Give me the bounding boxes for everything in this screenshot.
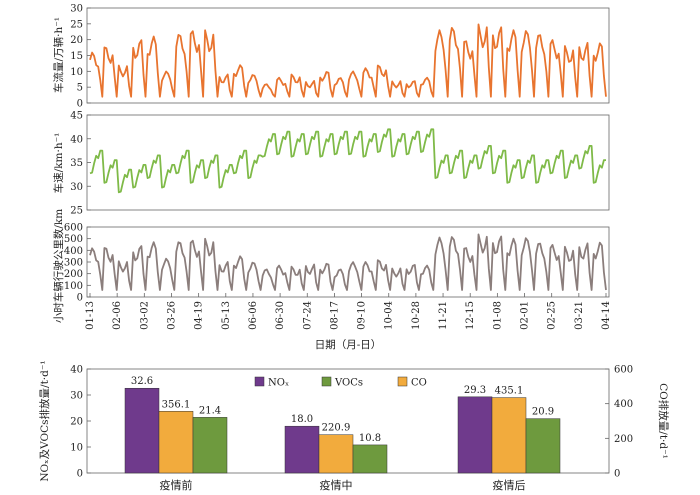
ytick-label: 30 bbox=[70, 4, 83, 15]
xtick-label: 11-21 bbox=[438, 301, 449, 330]
ytick-label: 200 bbox=[64, 269, 83, 280]
bar-vocs bbox=[525, 418, 561, 474]
bar-value-label: 29.3 bbox=[464, 385, 486, 396]
right-ytick-label: 200 bbox=[614, 434, 633, 445]
ytick-label: 5 bbox=[77, 83, 83, 94]
date-axis-title: 日期（月-日） bbox=[315, 339, 382, 351]
legend-label: CO bbox=[411, 378, 427, 389]
xtick-label: 02-06 bbox=[112, 301, 123, 330]
bar-value-label: 220.9 bbox=[322, 423, 351, 434]
bar-co bbox=[158, 411, 194, 474]
bar-chart-left-ylabel: NOₓ及VOCs排放量/t·d⁻¹ bbox=[38, 360, 51, 481]
bar-vocs bbox=[192, 417, 228, 474]
xtick-label: 06-30 bbox=[275, 301, 286, 330]
xtick-label: 05-13 bbox=[221, 301, 232, 330]
legend-label: NOₓ bbox=[268, 378, 289, 389]
speed-line bbox=[89, 128, 606, 194]
panel-traffic-volume: 0 5 10 15 20 25 30 车流量/万辆·h⁻¹ bbox=[52, 4, 610, 110]
speed-ylabel: 车速/km·h⁻¹ bbox=[52, 133, 65, 194]
bar-chart-bars: 32.6 356.1 21.4 18.0 220.9 10.8 29.3 435.1 20.9 bbox=[124, 376, 561, 474]
xtick-label: 04-14 bbox=[601, 301, 612, 330]
date-axis: 01-13 02-06 03-02 03-26 04-19 05-13 06-06 06-30… bbox=[85, 293, 612, 330]
category-label: 疫情后 bbox=[493, 478, 526, 492]
ytick-label: 45 bbox=[70, 111, 83, 122]
bar-value-label: 21.4 bbox=[199, 405, 221, 416]
xtick-label: 06-06 bbox=[248, 301, 259, 330]
ytick-label: 400 bbox=[64, 246, 83, 257]
left-ytick-label: 10 bbox=[70, 443, 83, 454]
ytick-label: 30 bbox=[70, 182, 83, 193]
category-label: 疫情中 bbox=[320, 478, 353, 492]
xtick-label: 03-02 bbox=[139, 301, 150, 330]
bar-chart-legend: NOₓ VOCs CO bbox=[254, 376, 427, 389]
left-ytick-label: 20 bbox=[70, 417, 83, 428]
left-ytick-label: 40 bbox=[70, 365, 83, 376]
ytick-label: 100 bbox=[64, 281, 83, 292]
xtick-label: 02-25 bbox=[547, 301, 558, 330]
xtick-label: 03-26 bbox=[166, 301, 177, 330]
bar-chart-right-ylabel: CO排放量/t·d⁻¹ bbox=[657, 383, 670, 459]
xtick-label: 01-08 bbox=[492, 301, 503, 330]
right-ytick-label: 600 bbox=[614, 365, 633, 376]
left-ytick-label: 30 bbox=[70, 391, 83, 402]
xtick-label: 04-19 bbox=[194, 301, 205, 330]
bar-co bbox=[491, 397, 527, 474]
bar-value-label: 356.1 bbox=[162, 399, 191, 410]
bar-chart-right-yticks: 0 200 400 600 bbox=[605, 365, 633, 480]
ytick-label: 0 bbox=[77, 99, 83, 110]
right-ytick-label: 400 bbox=[614, 399, 633, 410]
category-label: 疫情前 bbox=[160, 478, 193, 492]
bar-nox bbox=[457, 396, 493, 474]
ytick-label: 40 bbox=[70, 134, 83, 145]
xtick-label: 09-10 bbox=[357, 301, 368, 330]
emission-bar-chart: 0 10 20 30 40 0 200 400 600 32.6 356.1 21.4 18.0 22… bbox=[38, 360, 670, 492]
bar-value-label: 20.9 bbox=[532, 407, 554, 418]
legend-swatch bbox=[254, 376, 265, 387]
legend-swatch bbox=[321, 376, 332, 387]
panel-traffic-volume-yticks: 0 5 10 15 20 25 30 bbox=[70, 4, 91, 110]
bar-value-label: 10.8 bbox=[359, 433, 381, 444]
bar-nox bbox=[284, 425, 320, 474]
traffic-volume-ylabel: 车流量/万辆·h⁻¹ bbox=[52, 17, 65, 93]
xtick-label: 08-17 bbox=[329, 301, 340, 330]
traffic-volume-line bbox=[89, 23, 607, 98]
bar-value-label: 32.6 bbox=[131, 376, 153, 387]
ytick-label: 25 bbox=[70, 206, 83, 217]
bar-value-label: 435.1 bbox=[495, 386, 524, 397]
ytick-label: 10 bbox=[70, 67, 83, 78]
xtick-label: 10-28 bbox=[411, 301, 422, 330]
bar-chart-left-yticks: 0 10 20 30 40 bbox=[70, 365, 91, 480]
vehicle-km-ylabel: 小时车辆行驶公里数/km bbox=[52, 209, 65, 323]
xtick-label: 12-15 bbox=[465, 301, 476, 330]
bar-value-label: 18.0 bbox=[291, 414, 313, 425]
ytick-label: 15 bbox=[70, 51, 83, 62]
right-ytick-label: 0 bbox=[614, 469, 620, 480]
ytick-label: 600 bbox=[64, 223, 83, 234]
xtick-label: 02-01 bbox=[520, 301, 531, 330]
xtick-label: 03-21 bbox=[574, 301, 585, 330]
ytick-label: 500 bbox=[64, 234, 83, 245]
xtick-label: 07-24 bbox=[302, 301, 313, 330]
bar-vocs bbox=[352, 444, 388, 474]
legend-swatch bbox=[397, 376, 408, 387]
ytick-label: 300 bbox=[64, 258, 83, 269]
ytick-label: 0 bbox=[77, 293, 83, 304]
ytick-label: 35 bbox=[70, 158, 83, 169]
xtick-label: 10-04 bbox=[384, 301, 395, 330]
panel-speed-yticks: 25 30 35 40 45 bbox=[70, 111, 91, 217]
bar-nox bbox=[124, 387, 160, 474]
xtick-label: 01-13 bbox=[85, 301, 96, 330]
left-ytick-label: 0 bbox=[77, 469, 83, 480]
bar-chart-categories: 疫情前 疫情中 疫情后 bbox=[160, 478, 526, 492]
ytick-label: 20 bbox=[70, 35, 83, 46]
ytick-label: 25 bbox=[70, 19, 83, 30]
legend-label: VOCs bbox=[334, 378, 363, 389]
bar-co bbox=[318, 434, 354, 474]
panel-speed: 25 30 35 40 45 车速/km·h⁻¹ bbox=[52, 111, 610, 217]
vehicle-km-line bbox=[89, 233, 607, 291]
